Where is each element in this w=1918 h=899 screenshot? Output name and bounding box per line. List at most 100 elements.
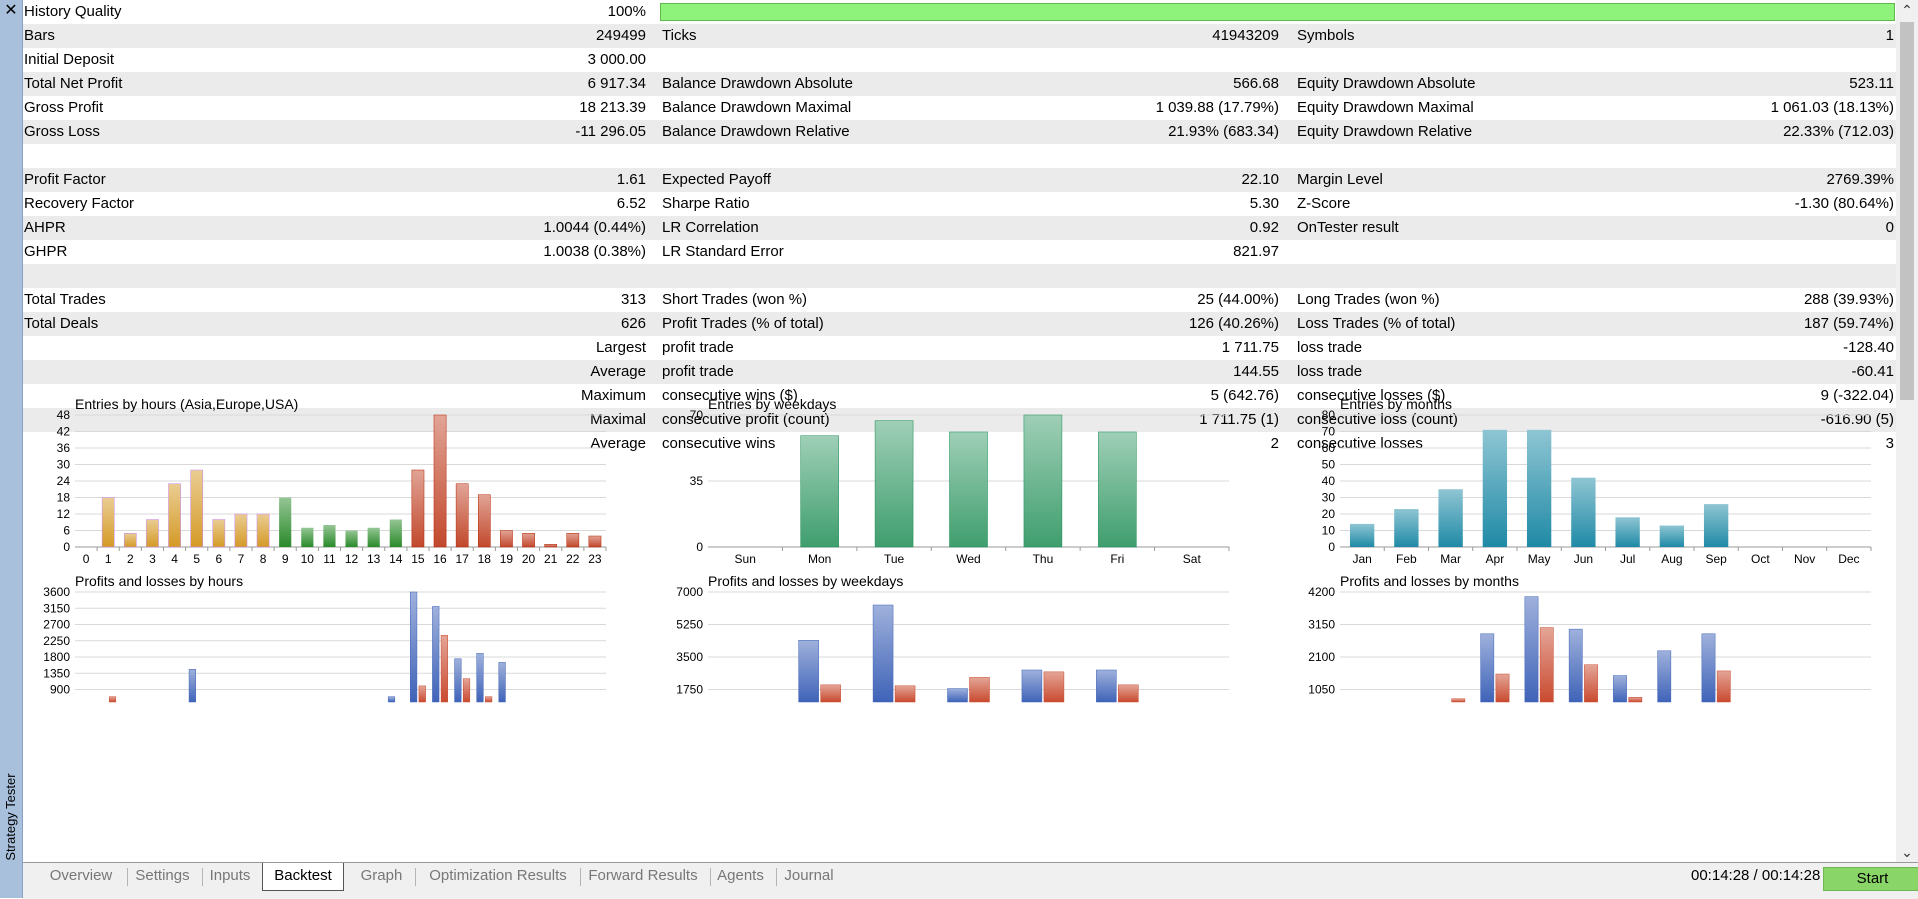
tab-separator — [415, 868, 416, 886]
stat-label: Gross Profit — [24, 99, 104, 116]
chart-bar — [101, 497, 115, 548]
tab-overview[interactable]: Overview — [49, 867, 113, 884]
loss-bar — [1118, 684, 1139, 703]
stat-value: 566.68 — [1233, 75, 1279, 92]
chart-bar — [1394, 509, 1419, 547]
stat-value: 3 000.00 — [587, 51, 646, 68]
x-tick-label: 10 — [301, 552, 315, 566]
stat-value: 821.97 — [1233, 243, 1279, 260]
stat-label: loss trade — [1297, 339, 1363, 356]
stat-label: Gross Loss — [24, 123, 100, 140]
y-tick-label: 42 — [57, 425, 71, 439]
y-tick-label: 40 — [1322, 474, 1336, 488]
chart-bar — [345, 530, 358, 547]
x-tick-label: Nov — [1794, 552, 1815, 566]
stat-label: AHPR — [24, 219, 66, 236]
chart-bar — [389, 519, 402, 547]
x-tick-label: 8 — [260, 552, 267, 566]
x-tick-label: Tue — [884, 552, 905, 566]
chart-bar — [1482, 429, 1508, 547]
y-tick-label: 10 — [1322, 524, 1336, 538]
tab-inputs[interactable]: Inputs — [209, 867, 251, 884]
x-tick-label: 22 — [566, 552, 580, 566]
y-tick-label: 70 — [690, 408, 704, 422]
stat-value: -60.41 — [1851, 363, 1894, 380]
stat-value: Maximum — [580, 387, 646, 404]
stats-row: Total Deals 626 Profit Trades (% of total)… — [23, 312, 1896, 336]
x-tick-label: 16 — [433, 552, 447, 566]
profit-bar — [498, 662, 506, 703]
stat-label: Total Trades — [24, 291, 106, 308]
stat-label: Short Trades (won %) — [662, 291, 808, 308]
tab-graph[interactable]: Graph — [360, 867, 403, 884]
x-tick-label: Mar — [1440, 552, 1461, 566]
close-icon[interactable]: ✕ — [4, 2, 18, 19]
profit-bar — [387, 696, 396, 703]
stat-label: Equity Drawdown Absolute — [1297, 75, 1476, 92]
x-tick-label: Jan — [1352, 552, 1371, 566]
x-tick-label: 9 — [282, 552, 289, 566]
stat-label: GHPR — [24, 243, 68, 260]
tab-separator — [710, 868, 711, 886]
y-tick-label: 0 — [1328, 540, 1335, 554]
y-tick-label: 50 — [1322, 458, 1336, 472]
y-tick-label: 36 — [57, 441, 71, 455]
chart-bar — [1571, 477, 1596, 547]
scroll-thumb[interactable] — [1900, 22, 1914, 400]
chart-bar — [323, 525, 336, 547]
backtest-report: History Quality 100% Bars 249499 Ticks 419432… — [23, 0, 1896, 862]
stat-label: Equity Drawdown Relative — [1297, 123, 1473, 140]
vertical-scrollbar[interactable]: ⌃ ⌄ — [1896, 0, 1918, 862]
chart-bar — [301, 527, 314, 547]
chart-bar — [212, 519, 226, 548]
stat-value: 1.0044 (0.44%) — [543, 219, 646, 236]
x-tick-label: 5 — [193, 552, 200, 566]
stat-value: 2 — [1270, 435, 1279, 452]
start-button[interactable]: Start — [1823, 867, 1918, 891]
stat-value: 313 — [620, 291, 646, 308]
stats-row: Largest profit trade 1 711.75 loss trade -12… — [23, 336, 1896, 360]
profit-bar — [476, 653, 484, 703]
tab-journal[interactable]: Journal — [784, 867, 834, 884]
chart-bar — [544, 544, 558, 548]
x-tick-label: Oct — [1751, 552, 1770, 566]
stat-value: 100% — [607, 3, 646, 20]
scroll-up-icon[interactable]: ⌃ — [1901, 2, 1913, 18]
stats-row: Recovery Factor 6.52 Sharpe Ratio 5.30 Z-Sco… — [23, 192, 1896, 216]
chart-title: Entries by hours (Asia,Europe,USA) — [75, 396, 298, 412]
tab-settings[interactable]: Settings — [135, 867, 190, 884]
y-tick-label: 20 — [1322, 507, 1336, 521]
strategy-tester-sidebar: ✕ Strategy Tester — [0, 0, 23, 898]
tab-agents[interactable]: Agents — [717, 867, 764, 884]
loss-bar — [418, 685, 426, 703]
x-tick-label: 0 — [83, 552, 90, 566]
history-quality-bar — [660, 3, 1895, 21]
x-tick-label: 14 — [389, 552, 403, 566]
stat-value: 5 (642.76) — [1210, 387, 1279, 404]
profit-bar — [947, 688, 968, 703]
stat-value: -11 296.05 — [575, 123, 646, 140]
stat-label: LR Standard Error — [662, 243, 784, 260]
stat-value: Largest — [595, 339, 646, 356]
stats-row — [23, 144, 1896, 168]
tab-forward-results[interactable]: Forward Results — [588, 867, 698, 884]
chart-bar — [500, 530, 513, 548]
stats-row: Initial Deposit 3 000.00 — [23, 48, 1896, 72]
profit-bar — [1480, 633, 1495, 703]
chart-bar — [949, 431, 988, 548]
scroll-down-icon[interactable]: ⌄ — [1901, 844, 1913, 860]
y-tick-label: 3150 — [43, 601, 70, 615]
profit-bar — [1096, 669, 1117, 703]
stats-row — [23, 264, 1896, 288]
tab-optimization-results[interactable]: Optimization Results — [429, 867, 567, 884]
x-tick-label: Feb — [1396, 552, 1417, 566]
y-tick-label: 30 — [57, 458, 71, 472]
chart-bar — [522, 533, 535, 548]
tab-backtest[interactable]: Backtest — [262, 863, 344, 891]
stats-row: Maximal consecutive profit (count) 1 711.7… — [23, 408, 1896, 432]
stat-value: 22.10 — [1241, 171, 1279, 188]
chart-bar — [146, 519, 159, 548]
y-tick-label: 80 — [1322, 408, 1336, 422]
x-tick-label: Sun — [735, 552, 756, 566]
profit-bar — [188, 669, 196, 703]
